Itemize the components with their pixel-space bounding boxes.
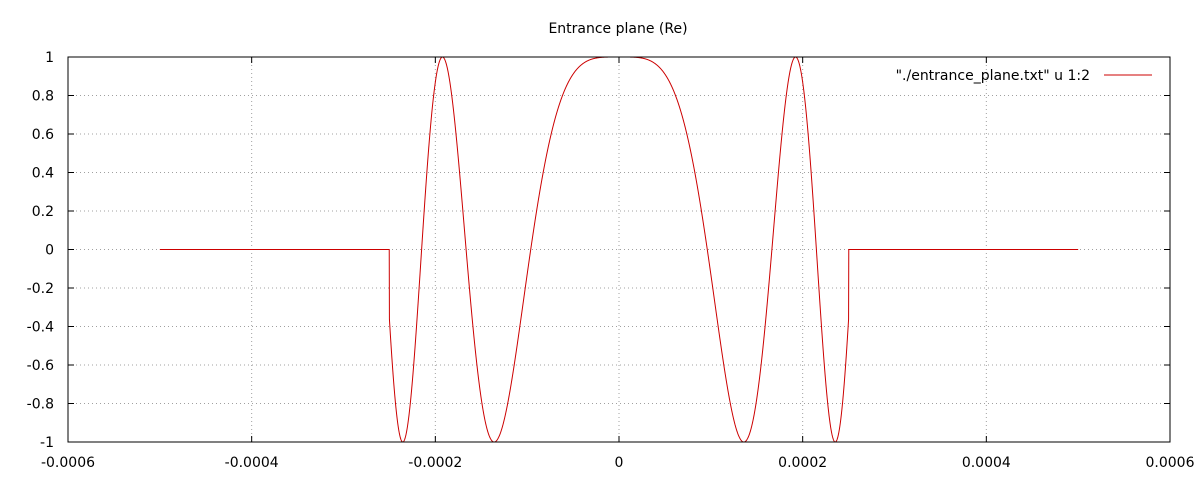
legend: "./entrance_plane.txt" u 1:2 [896,68,1152,84]
x-tick-label: 0.0004 [962,455,1011,471]
y-tick-label: -0.2 [27,281,54,297]
y-tick-label: 0.6 [32,127,54,143]
x-tick-labels: -0.0006 -0.0004 -0.0002 0 0.0002 0.0004 0.0006 [41,455,1195,471]
x-tick-label: 0.0002 [778,455,827,471]
y-tick-label: 0 [45,243,54,259]
x-tick-label: -0.0002 [408,455,462,471]
y-tick-label: -0.4 [27,320,54,336]
x-tick-label: 0 [615,455,624,471]
x-tick-label: -0.0004 [225,455,279,471]
chart-title: Entrance plane (Re) [548,21,687,37]
y-tick-label: -1 [40,435,54,451]
x-tick-label: -0.0006 [41,455,95,471]
x-tick-label: 0.0006 [1146,455,1195,471]
y-tick-labels: -1 -0.8 -0.6 -0.4 -0.2 0 0.2 0.4 0.6 0.8 1 [27,50,54,451]
y-tick-label: 0.4 [32,166,54,182]
y-tick-label: 0.2 [32,204,54,220]
y-tick-label: 0.8 [32,89,54,105]
y-tick-label: 1 [45,50,54,66]
tick-marks [67,56,1171,443]
y-tick-label: -0.8 [27,397,54,413]
legend-entry-label: "./entrance_plane.txt" u 1:2 [896,68,1090,84]
y-tick-label: -0.6 [27,358,54,374]
